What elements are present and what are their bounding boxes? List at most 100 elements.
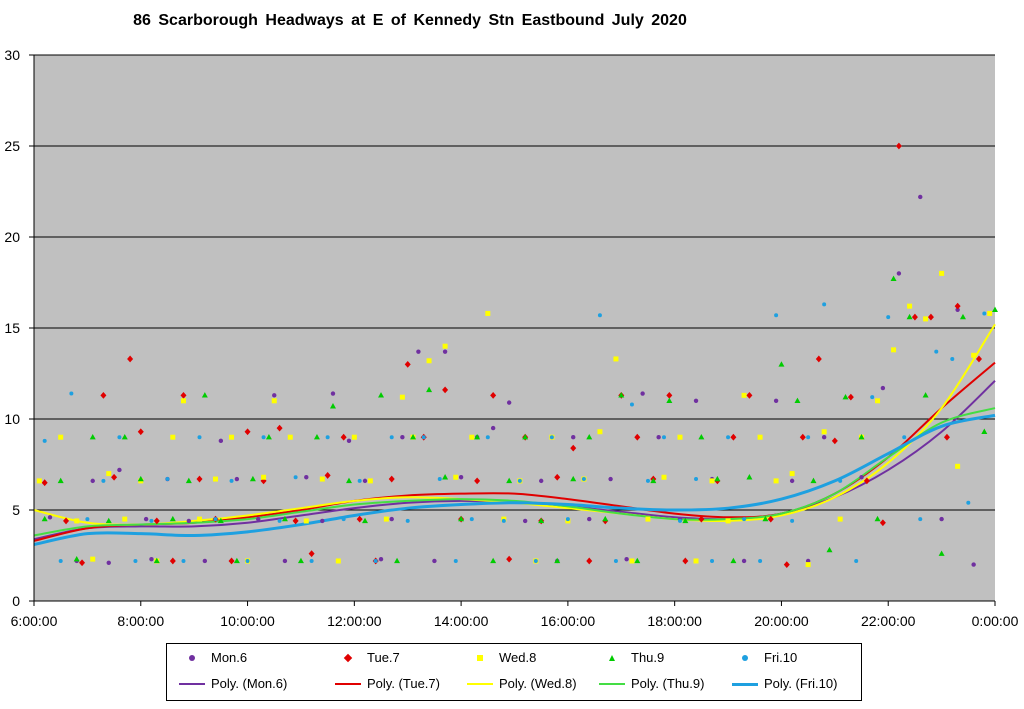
legend: Mon.6 Tue.7 Wed.8 Thu.9 Fri.10 Poly. (Mon.6) P… <box>166 643 862 701</box>
data-point <box>137 475 144 482</box>
data-point <box>895 142 902 150</box>
data-point <box>389 516 394 522</box>
data-point <box>400 435 405 440</box>
data-point <box>533 558 538 563</box>
data-point <box>378 392 385 398</box>
data-point <box>938 550 945 556</box>
data-point <box>105 517 112 524</box>
data-point <box>879 519 886 527</box>
data-point <box>85 517 90 522</box>
data-point <box>426 386 433 393</box>
data-point <box>292 517 299 525</box>
legend-item: Mon.6 <box>179 650 247 665</box>
data-point <box>773 478 779 484</box>
legend-item: Fri.10 <box>732 650 797 665</box>
data-point <box>297 557 304 564</box>
data-point <box>656 435 661 440</box>
data-point <box>758 558 763 563</box>
legend-marker-swatch <box>599 652 625 664</box>
data-point <box>180 398 186 404</box>
data-point <box>506 477 513 484</box>
data-point <box>405 518 410 523</box>
data-point <box>490 425 496 431</box>
data-point <box>911 313 918 321</box>
data-point <box>955 463 961 469</box>
data-point <box>261 435 266 440</box>
data-point <box>678 518 683 523</box>
data-point <box>346 438 352 444</box>
data-point <box>831 437 838 445</box>
legend-label: Poly. (Tue.7) <box>367 676 440 691</box>
data-point <box>842 393 849 400</box>
data-point <box>741 392 747 398</box>
x-tick-label: 10:00:00 <box>220 613 275 629</box>
data-point <box>538 478 544 484</box>
data-point <box>790 518 795 523</box>
data-point <box>629 402 634 407</box>
scatter-chart: 0 5 10 15 20 25 30 6:00:00 8:00:00 10:00:00 12:00:… <box>4 47 1018 629</box>
data-point <box>799 433 806 441</box>
data-point <box>640 391 645 396</box>
data-point <box>698 515 705 523</box>
data-point <box>506 400 512 405</box>
data-point <box>357 478 362 483</box>
data-point <box>271 398 277 404</box>
data-point <box>256 516 261 522</box>
data-point <box>282 558 288 564</box>
data-point <box>886 315 891 320</box>
data-point <box>870 395 875 400</box>
data-point <box>943 433 950 441</box>
data-point <box>746 474 753 480</box>
x-tick-label: 16:00:00 <box>541 613 596 629</box>
data-point <box>613 356 619 362</box>
data-point <box>767 515 774 523</box>
data-point <box>474 434 481 440</box>
data-point <box>730 433 737 441</box>
legend-label: Thu.9 <box>631 650 665 665</box>
legend-label: Fri.10 <box>764 650 798 665</box>
data-point <box>837 516 843 522</box>
data-point <box>137 428 144 436</box>
data-point <box>661 474 667 480</box>
data-point <box>165 477 170 482</box>
data-point <box>122 516 128 522</box>
legend-label: Wed.8 <box>499 650 537 665</box>
data-point <box>303 518 309 524</box>
data-point <box>677 434 683 440</box>
data-point <box>666 391 673 399</box>
data-point <box>329 403 336 409</box>
data-point <box>789 478 795 484</box>
data-point <box>730 557 737 564</box>
data-point <box>757 434 763 440</box>
data-point <box>939 516 944 522</box>
data-point <box>442 474 449 480</box>
data-point <box>367 478 373 484</box>
data-point <box>522 518 528 524</box>
axes: 0 5 10 15 20 25 30 6:00:00 8:00:00 10:00:00 12:00:… <box>4 47 1018 629</box>
y-tick-label: 5 <box>12 502 20 518</box>
x-tick-label: 18:00:00 <box>647 613 702 629</box>
data-point <box>778 361 785 367</box>
data-point <box>966 500 971 505</box>
data-point <box>117 435 122 440</box>
data-point <box>762 515 769 522</box>
data-point <box>345 477 352 484</box>
legend-marker-swatch <box>467 652 493 664</box>
data-point <box>276 424 283 432</box>
legend-label: Poly. (Mon.6) <box>211 676 288 691</box>
trendlines <box>33 323 996 547</box>
data-point <box>389 435 394 440</box>
data-point <box>229 478 234 483</box>
data-point <box>249 475 256 482</box>
data-point <box>597 313 602 318</box>
data-point <box>453 558 458 563</box>
data-point <box>923 316 929 322</box>
data-point <box>351 434 357 440</box>
data-point <box>570 475 577 482</box>
data-point <box>201 392 208 398</box>
data-point <box>293 475 298 480</box>
data-point <box>570 444 577 452</box>
data-point <box>180 391 187 399</box>
data-point <box>101 478 106 483</box>
data-point <box>859 475 864 480</box>
